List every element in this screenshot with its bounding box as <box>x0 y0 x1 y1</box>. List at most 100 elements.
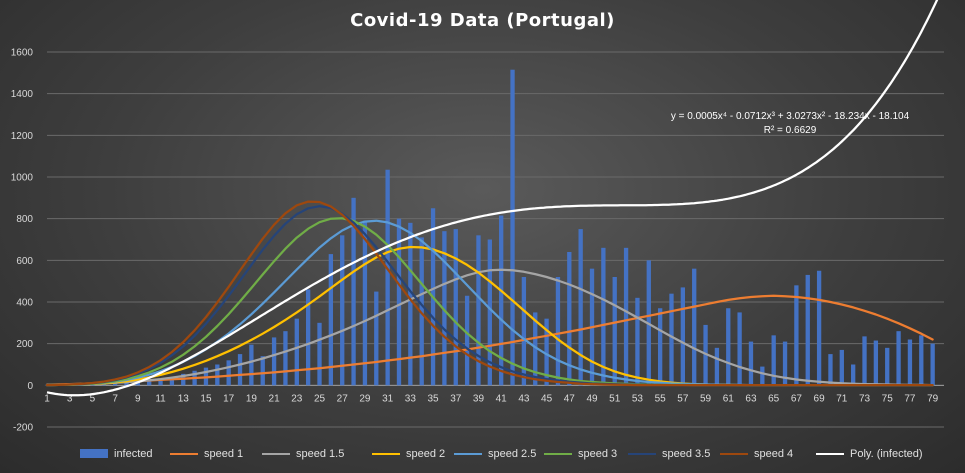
legend-label: Poly. (infected) <box>850 448 923 460</box>
x-tick-label: 43 <box>518 393 530 404</box>
x-tick-label: 11 <box>155 393 166 404</box>
bar-infected <box>453 229 458 386</box>
bar-infected <box>907 339 913 386</box>
bar-infected <box>692 268 697 386</box>
bar-infected <box>680 287 686 386</box>
x-tick-label: 63 <box>745 393 757 404</box>
legend-swatch <box>720 453 748 455</box>
bar-infected <box>362 220 368 386</box>
bar-infected <box>714 347 720 386</box>
bar-infected <box>328 254 334 386</box>
x-tick-label: 37 <box>450 393 462 404</box>
bar-infected <box>442 231 447 386</box>
legend-label: speed 3 <box>578 448 618 460</box>
bar-infected <box>896 331 901 386</box>
bar-infected <box>612 277 617 386</box>
legend-swatch <box>816 453 844 455</box>
bar-infected <box>317 322 322 386</box>
series-line-speed-4 <box>45 200 934 387</box>
bar-infected <box>487 239 492 386</box>
legend-label: infected <box>114 448 153 460</box>
x-tick-label: 9 <box>135 393 141 404</box>
x-tick-label: 31 <box>382 393 394 404</box>
x-tick-label: 35 <box>427 393 439 404</box>
y-tick-label: 600 <box>16 256 33 267</box>
y-tick-label: -200 <box>13 423 33 434</box>
bar-infected <box>226 360 231 386</box>
legend-swatch <box>628 453 656 455</box>
legend-swatch <box>170 453 198 455</box>
legend-label: speed 4 <box>754 448 794 460</box>
trendline-r-squared: R² = 0.6629 <box>763 125 817 136</box>
series-line-speed-1 <box>45 294 934 386</box>
bar-infected <box>351 197 356 386</box>
bar-infected <box>726 308 731 386</box>
bar-infected <box>112 383 118 386</box>
legend-swatch <box>544 453 572 455</box>
bar-infected <box>215 364 220 386</box>
bar-infected <box>771 335 776 386</box>
x-tick-label: 23 <box>291 393 303 404</box>
bar-infected <box>408 222 413 386</box>
legend-swatch <box>454 453 482 455</box>
bar-infected <box>544 318 549 386</box>
bar-infected <box>249 344 254 386</box>
y-tick-label: 1600 <box>11 48 34 59</box>
x-tick-label: 1 <box>44 393 50 404</box>
x-tick-label: 49 <box>586 393 598 404</box>
bar-infected <box>555 277 561 386</box>
trendline-equation-box: y = 0.0005x⁴ - 0.0712x³ + 3.0273x² - 18.… <box>600 110 965 138</box>
bar-infected <box>851 364 856 386</box>
bar-infected <box>930 343 935 386</box>
bar-infected <box>567 252 572 386</box>
bar-infected <box>657 308 663 386</box>
bar-infected <box>385 169 390 386</box>
bar-infected <box>305 289 311 386</box>
chart-legend: infected speed 1 speed 1.5 speed 2 speed 2.5… <box>70 445 930 463</box>
x-tick-label: 21 <box>269 393 281 404</box>
bar-infected <box>260 356 265 386</box>
bar-infected <box>158 379 163 386</box>
bar-infected <box>828 354 833 386</box>
x-tick-label: 53 <box>632 393 644 404</box>
legend-label: speed 3.5 <box>662 448 711 460</box>
bar-infected <box>885 347 890 386</box>
bar-infected <box>510 69 515 386</box>
bar-infected <box>374 291 379 386</box>
bar-infected <box>476 235 481 386</box>
x-tick-label: 3 <box>67 393 73 404</box>
bar-infected <box>805 274 810 386</box>
x-tick-label: 25 <box>314 393 326 404</box>
bar-infected <box>396 218 402 386</box>
x-tick-label: 79 <box>927 393 939 404</box>
bar-infected <box>419 237 424 386</box>
bar-infected <box>169 377 175 386</box>
bar-infected <box>283 331 288 386</box>
x-tick-label: 27 <box>337 393 349 404</box>
x-tick-label: 73 <box>859 393 871 404</box>
legend-swatch <box>262 453 290 455</box>
legend-swatch <box>80 449 108 458</box>
y-tick-label: 200 <box>16 339 33 350</box>
bar-infected <box>340 235 345 386</box>
bar-infected <box>737 312 742 386</box>
x-tick-label: 15 <box>200 393 212 404</box>
y-tick-label: 400 <box>16 298 33 309</box>
legend-label: speed 2 <box>406 448 446 460</box>
bar-infected <box>147 380 152 386</box>
bar-infected <box>124 382 129 386</box>
x-tick-label: 45 <box>541 393 553 404</box>
bar-infected <box>521 277 527 386</box>
bar-infected <box>533 312 538 386</box>
x-tick-label: 59 <box>700 393 712 404</box>
trendline-equation: y = 0.0005x⁴ - 0.0712x³ + 3.0273x² - 18.… <box>670 111 910 122</box>
x-tick-label: 19 <box>246 393 258 404</box>
x-tick-label: 77 <box>904 393 916 404</box>
x-tick-label: 39 <box>473 393 485 404</box>
bar-infected <box>669 293 674 386</box>
x-tick-label: 41 <box>496 393 508 404</box>
legend-label: speed 2.5 <box>488 448 537 460</box>
x-tick-label: 65 <box>768 393 780 404</box>
x-tick-label: 71 <box>836 393 848 404</box>
bar-infected <box>237 354 243 386</box>
